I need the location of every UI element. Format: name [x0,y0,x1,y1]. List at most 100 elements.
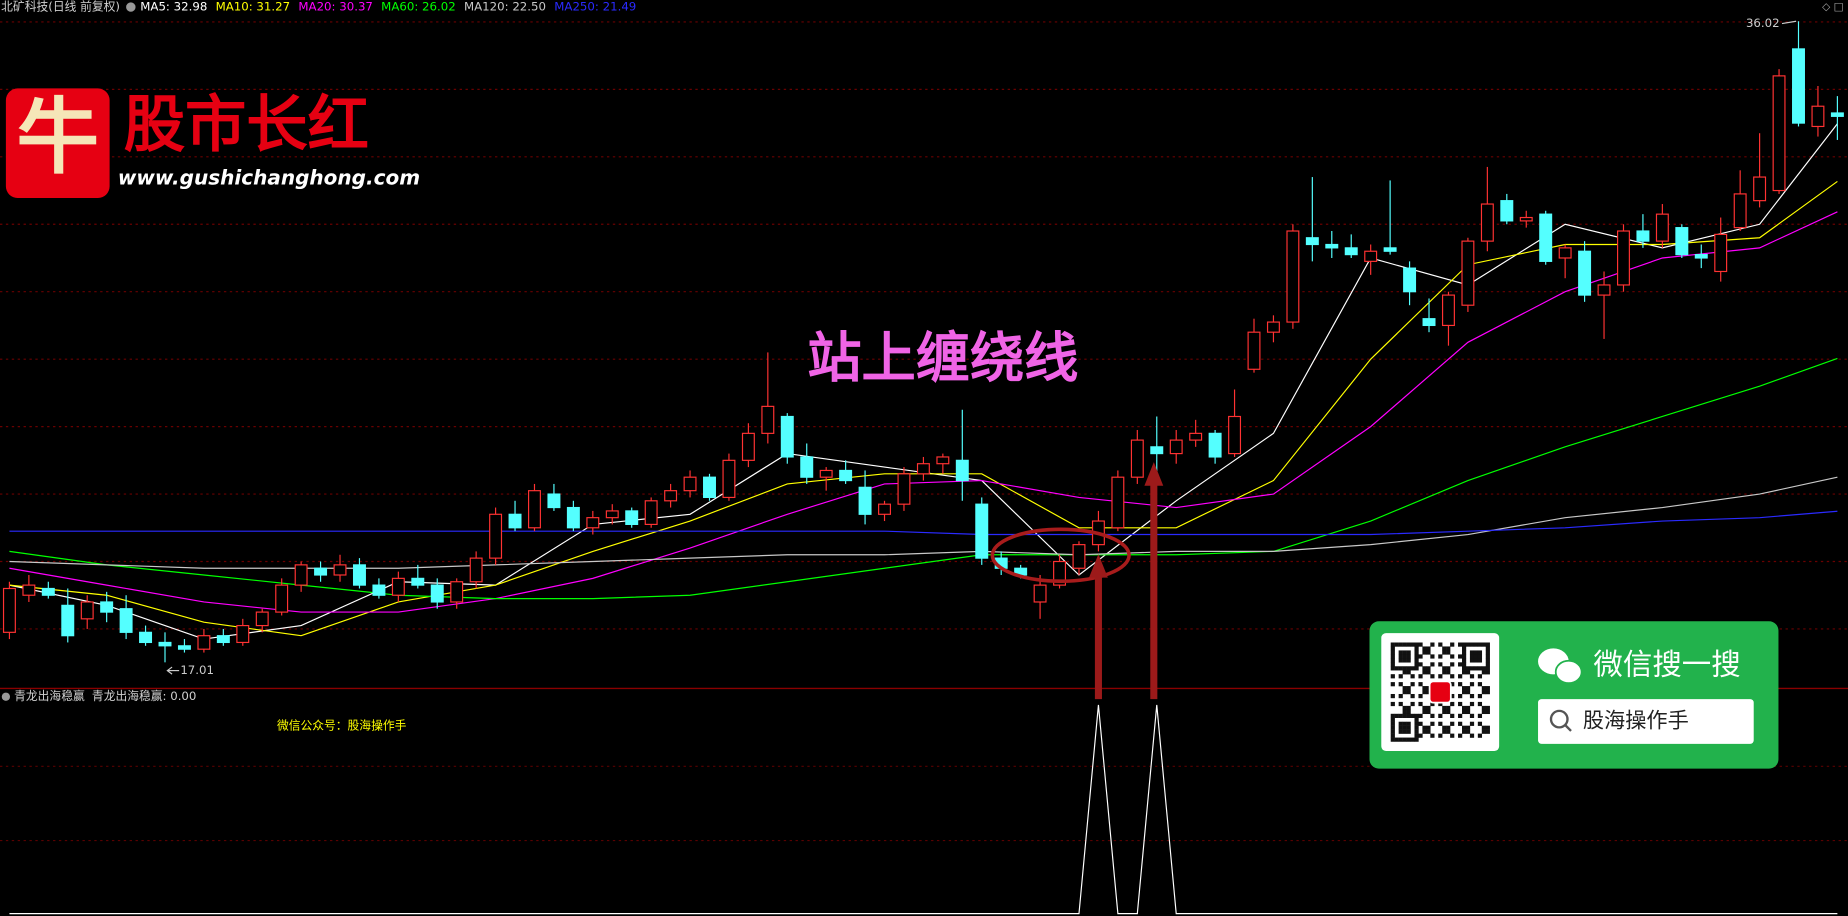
qr-module [1477,650,1483,655]
qr-module [1402,666,1407,671]
qr-module [1426,686,1431,691]
qr-module [1485,642,1490,647]
qr-module [1450,693,1455,699]
qr-module [1402,654,1407,659]
low-price-label: 17.01 [180,663,214,677]
qr-module [1458,682,1463,687]
qr-module [1458,733,1463,738]
qr-module [1398,674,1403,679]
candle-body [430,584,444,603]
notice: 微信公众号：股海操作手 [277,719,407,733]
qr-module [1398,693,1403,699]
qr-module [1477,693,1483,699]
qr-module [1442,670,1447,675]
low-pointer [166,666,173,675]
indicator-icon [1,692,11,701]
candle-body [528,490,541,529]
qr-module [1406,666,1411,671]
qr-module [1438,733,1443,738]
candle-body [1403,267,1417,293]
candle-body [1558,247,1572,259]
qr-module [1458,721,1463,726]
qr-module [1390,674,1395,679]
qr-module [1430,713,1435,718]
candle-body [197,635,211,650]
qr-module [1410,713,1415,718]
qr-module [1390,693,1395,699]
qr-module [1473,666,1479,671]
qr-module [1430,662,1435,667]
qr-module [1398,650,1403,655]
qr-module [1414,658,1419,663]
chart-title: 北矿科技(日线 前复权) [1,0,120,14]
qr-module [1394,642,1399,647]
qr-module [1398,658,1403,663]
candle-body [1189,432,1203,441]
qr-module [1446,705,1451,711]
qr-pattern [1390,642,1490,742]
qr-module [1481,642,1486,647]
candle-body [469,557,483,583]
qr-module [1390,654,1395,659]
candle-body [1539,213,1553,262]
qr-module [1426,650,1431,655]
indicator [9,704,1838,915]
qr-module [1450,642,1455,647]
candle-body [391,577,405,596]
qr-module [1473,658,1479,663]
qr-module [1390,721,1395,726]
candle-body [1811,105,1825,128]
qr-module [1438,662,1443,667]
candle-body [916,463,930,475]
legend-entry: MA250: 21.49 [554,0,636,14]
candle-body [1733,193,1747,229]
qr-module [1390,733,1395,738]
candle-body [644,500,658,525]
qr-module [1446,666,1451,671]
candle-body [411,577,425,586]
annotation: 站上缠绕线 [807,327,1078,390]
highlight-ellipse [990,527,1131,583]
qr-module [1481,705,1486,711]
high-price-label: 36.02 [1746,16,1780,30]
qr-module [1473,650,1479,655]
qr-module [1402,650,1407,655]
qr-module [1390,682,1395,687]
qr-module [1458,674,1463,679]
qr-module [1414,650,1419,655]
qr-module [1461,686,1467,691]
qr-module [1426,729,1431,734]
candle-body [955,459,969,482]
window-icon: ◇ □ [1822,1,1844,13]
candle-body [333,564,347,576]
qr-module [1414,717,1419,722]
qr-module [1406,705,1411,711]
qr-module [1414,654,1419,659]
candle-body [1169,439,1183,455]
candle-body [1675,227,1689,256]
candle-body [294,564,308,586]
qr-module [1430,642,1435,647]
candle-body [314,567,328,576]
candle-body [1286,230,1300,323]
candle-body [100,601,114,613]
qr-module [1465,686,1471,691]
candle-body [1208,432,1222,458]
qr-module [1398,737,1403,742]
candle-body [547,493,561,509]
qr-module [1398,713,1403,718]
wechat-title: 微信搜一搜 [1593,648,1740,682]
qr-module [1450,721,1455,726]
candle-body [1578,250,1592,296]
candle-body [1325,243,1339,249]
candle-body [119,608,133,633]
grid [0,21,1848,630]
candle-body [158,641,172,647]
qr-module [1390,646,1395,651]
logo-url: www.gushichanghong.com [118,166,420,190]
qr-module [1426,666,1431,671]
qr-module [1485,666,1490,671]
qr-module [1402,725,1407,730]
qr-module [1390,662,1395,667]
ma-line [9,357,1838,600]
